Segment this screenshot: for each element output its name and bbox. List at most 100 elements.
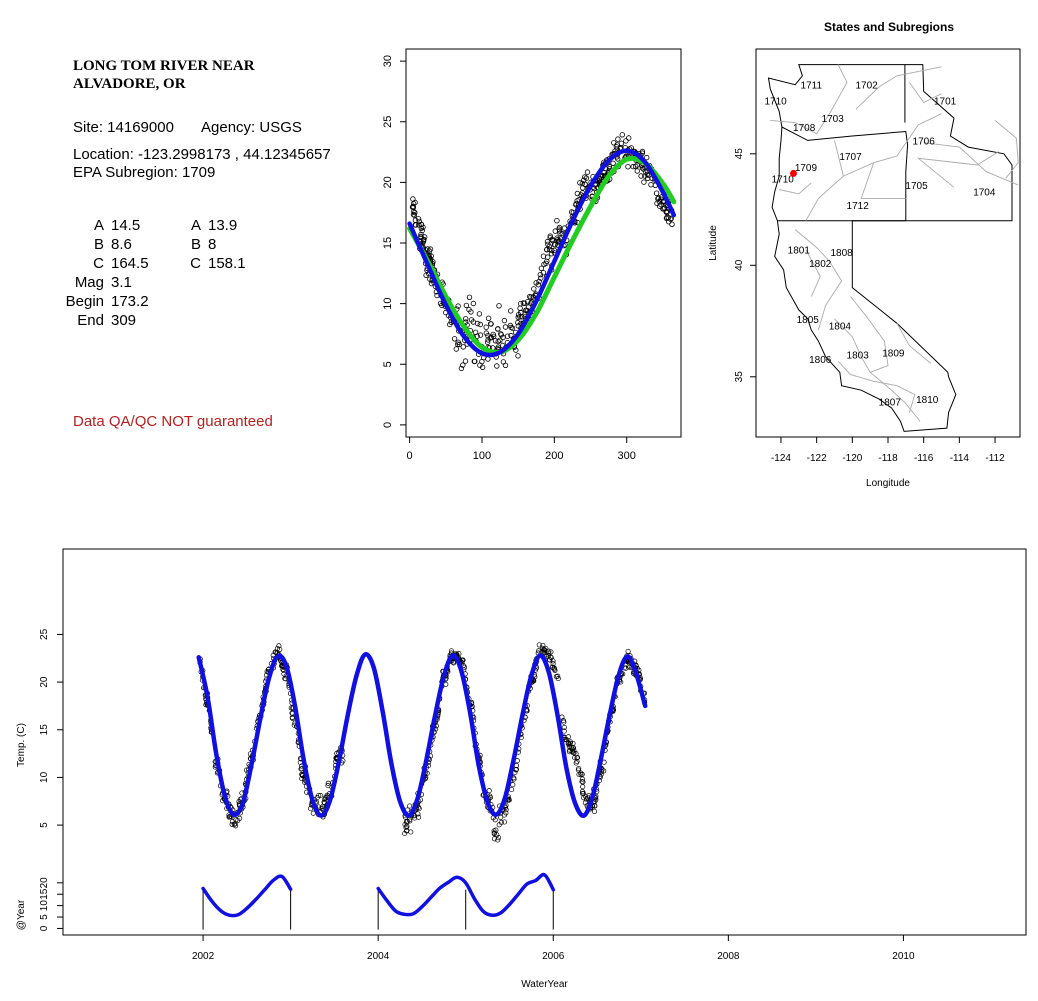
x-tick-label: 2010 [892, 951, 915, 962]
data-point [643, 169, 649, 175]
data-point [639, 165, 645, 171]
y-tick-label: 20 [382, 176, 394, 188]
data-point [515, 314, 521, 320]
data-point [226, 814, 232, 820]
data-point [483, 324, 489, 330]
data-point [641, 179, 647, 185]
param-name2: A [190, 217, 201, 234]
temp-y-tick-label: 25 [39, 628, 50, 640]
data-point [488, 321, 494, 327]
subregion-label: 1809 [882, 348, 905, 359]
year-axis-label: @Year [16, 899, 27, 930]
data-point [423, 272, 429, 278]
x-tick-label: 2002 [192, 951, 215, 962]
green-fit-line [407, 155, 677, 355]
data-point [477, 321, 483, 328]
data-point [614, 142, 620, 148]
x-tick-label: -120 [842, 453, 862, 464]
subregion-boundary [770, 64, 848, 135]
data-point [307, 806, 314, 812]
data-point [542, 650, 548, 656]
data-point [456, 341, 463, 348]
data-point [655, 195, 662, 201]
data-point [472, 358, 478, 365]
site-marker [789, 169, 797, 177]
data-point [229, 821, 235, 827]
param-row: Mag 3.1 [60, 273, 246, 292]
subregion-label: 1702 [855, 81, 878, 92]
data-point [577, 180, 583, 186]
subregion-boundary [923, 142, 1019, 186]
param-name: End [77, 312, 104, 329]
data-point [492, 338, 499, 344]
param-v1: 164.5 [111, 255, 149, 272]
data-point [561, 724, 567, 730]
data-point [639, 150, 646, 156]
data-point [574, 758, 580, 765]
data-point [540, 253, 547, 259]
data-point [582, 174, 588, 180]
data-point [508, 308, 514, 314]
data-point [660, 206, 666, 212]
data-point [638, 173, 644, 179]
data-point [548, 250, 555, 257]
site-title-line1: LONG TOM RIVER NEAR [73, 58, 255, 74]
param-name: Begin [65, 293, 104, 310]
plot-frame [62, 548, 1027, 936]
param-name: B [93, 236, 104, 253]
data-point [453, 346, 459, 352]
data-point [579, 790, 586, 797]
param-v2: 158.1 [208, 255, 246, 272]
data-point [318, 792, 324, 799]
x-axis-label: WaterYear [521, 979, 568, 990]
subregion-label: 1801 [788, 246, 811, 257]
site-id: Site: 14169000 [73, 119, 174, 136]
subregion-boundary [794, 229, 843, 331]
plot-frame [405, 48, 682, 438]
data-point [623, 665, 629, 671]
data-point [410, 211, 417, 218]
subregion-boundary [855, 66, 942, 110]
subregion-label: 1701 [934, 96, 957, 107]
data-point [498, 332, 504, 338]
subregion-boundary [843, 113, 942, 177]
x-tick-label: 200 [545, 450, 563, 462]
agency: Agency: USGS [201, 119, 302, 136]
y-tick-label: 25 [382, 116, 394, 128]
y-axis-label: Latitude [708, 225, 719, 261]
temp-y-tick-label: 20 [39, 676, 50, 688]
data-point [566, 749, 572, 755]
data-point [272, 649, 278, 655]
data-point [495, 837, 501, 843]
data-point [633, 163, 639, 170]
data-point [502, 324, 509, 330]
temp-y-tick-label: 15 [39, 724, 50, 736]
data-point [508, 324, 514, 331]
data-point [592, 803, 598, 809]
data-point [460, 344, 466, 350]
subregion-label: 1810 [916, 395, 939, 406]
data-point [500, 359, 507, 365]
x-tick-label: 2004 [367, 951, 390, 962]
data-point [458, 365, 465, 372]
data-point [579, 778, 585, 785]
data-point [420, 224, 426, 230]
subregion-label: 1707 [839, 152, 862, 163]
data-point [648, 181, 654, 188]
doy-scatter-chart: 0 100 200 300 0 5 10 15 20 25 30 [382, 48, 682, 462]
param-v1: 8.6 [111, 236, 132, 253]
param-name: C [93, 255, 104, 272]
data-point [556, 224, 563, 231]
data-point [547, 235, 553, 241]
data-point [508, 332, 514, 339]
data-point [420, 238, 427, 245]
data-point [460, 362, 466, 368]
data-point [316, 792, 322, 799]
temp-y-tick-label: 5 [39, 822, 50, 828]
data-point [574, 190, 581, 197]
state-outline [767, 64, 1013, 432]
data-point [463, 302, 470, 309]
data-point [416, 814, 422, 820]
data-point [539, 645, 546, 651]
